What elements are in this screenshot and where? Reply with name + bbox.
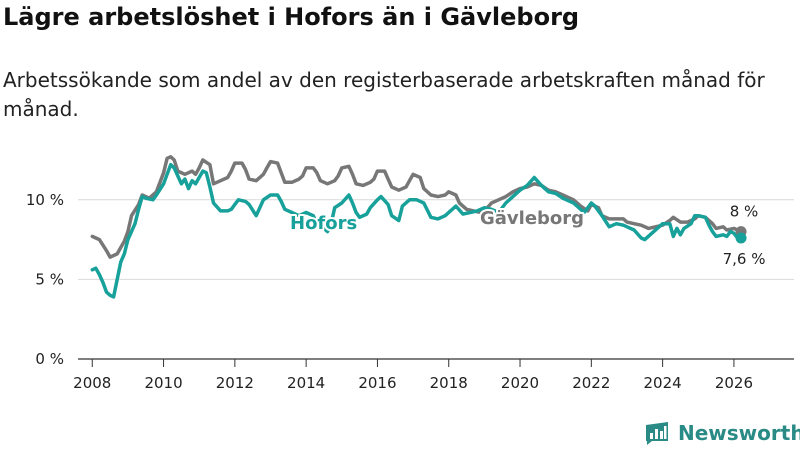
x-tick-label: 2022 bbox=[572, 374, 610, 392]
x-tick-label: 2026 bbox=[715, 374, 753, 392]
x-tick-label: 2024 bbox=[644, 374, 682, 392]
series-label-hofors: Hofors bbox=[290, 213, 357, 234]
end-label-gavleborg: 8 % bbox=[730, 203, 759, 221]
x-tick-label: 2008 bbox=[73, 374, 111, 392]
x-tick-label: 2016 bbox=[358, 374, 396, 392]
y-tick-label: 0 % bbox=[35, 350, 64, 368]
end-point-hofors bbox=[735, 232, 747, 244]
x-tick-label: 2010 bbox=[144, 374, 182, 392]
series-label-gavleborg: Gävleborg bbox=[480, 208, 584, 229]
y-tick-label: 10 % bbox=[26, 191, 64, 209]
x-tick-label: 2012 bbox=[216, 374, 254, 392]
bar-chart-logo-icon bbox=[646, 422, 668, 445]
chart-subtitle: Arbetssökande som andel av den registerb… bbox=[3, 68, 765, 121]
end-label-hofors: 7,6 % bbox=[723, 250, 766, 268]
x-tick-label: 2014 bbox=[287, 374, 325, 392]
chart-title: Lägre arbetslöshet i Hofors än i Gävlebo… bbox=[3, 3, 580, 31]
x-tick-label: 2018 bbox=[430, 374, 468, 392]
newsworthy-brand[interactable]: Newsworthy bbox=[644, 419, 800, 447]
x-tick-label: 2020 bbox=[501, 374, 539, 392]
series-line-hofors bbox=[90, 162, 743, 299]
brand-name: Newsworthy bbox=[678, 421, 800, 445]
series-line-gävleborg bbox=[90, 155, 743, 259]
y-tick-label: 5 % bbox=[35, 270, 64, 288]
